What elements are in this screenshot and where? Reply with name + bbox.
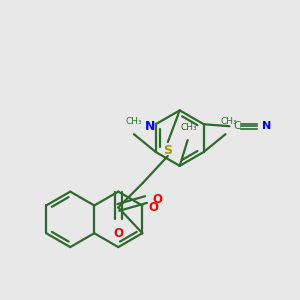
Text: N: N [145,120,155,133]
Text: CH₃: CH₃ [126,117,142,126]
Text: O: O [148,201,158,214]
Text: C: C [233,121,241,131]
Text: N: N [262,121,272,131]
Text: CH₃: CH₃ [180,123,197,132]
Text: CH₃: CH₃ [220,117,237,126]
Text: S: S [163,143,172,157]
Text: O: O [113,227,123,240]
Text: O: O [152,193,162,206]
